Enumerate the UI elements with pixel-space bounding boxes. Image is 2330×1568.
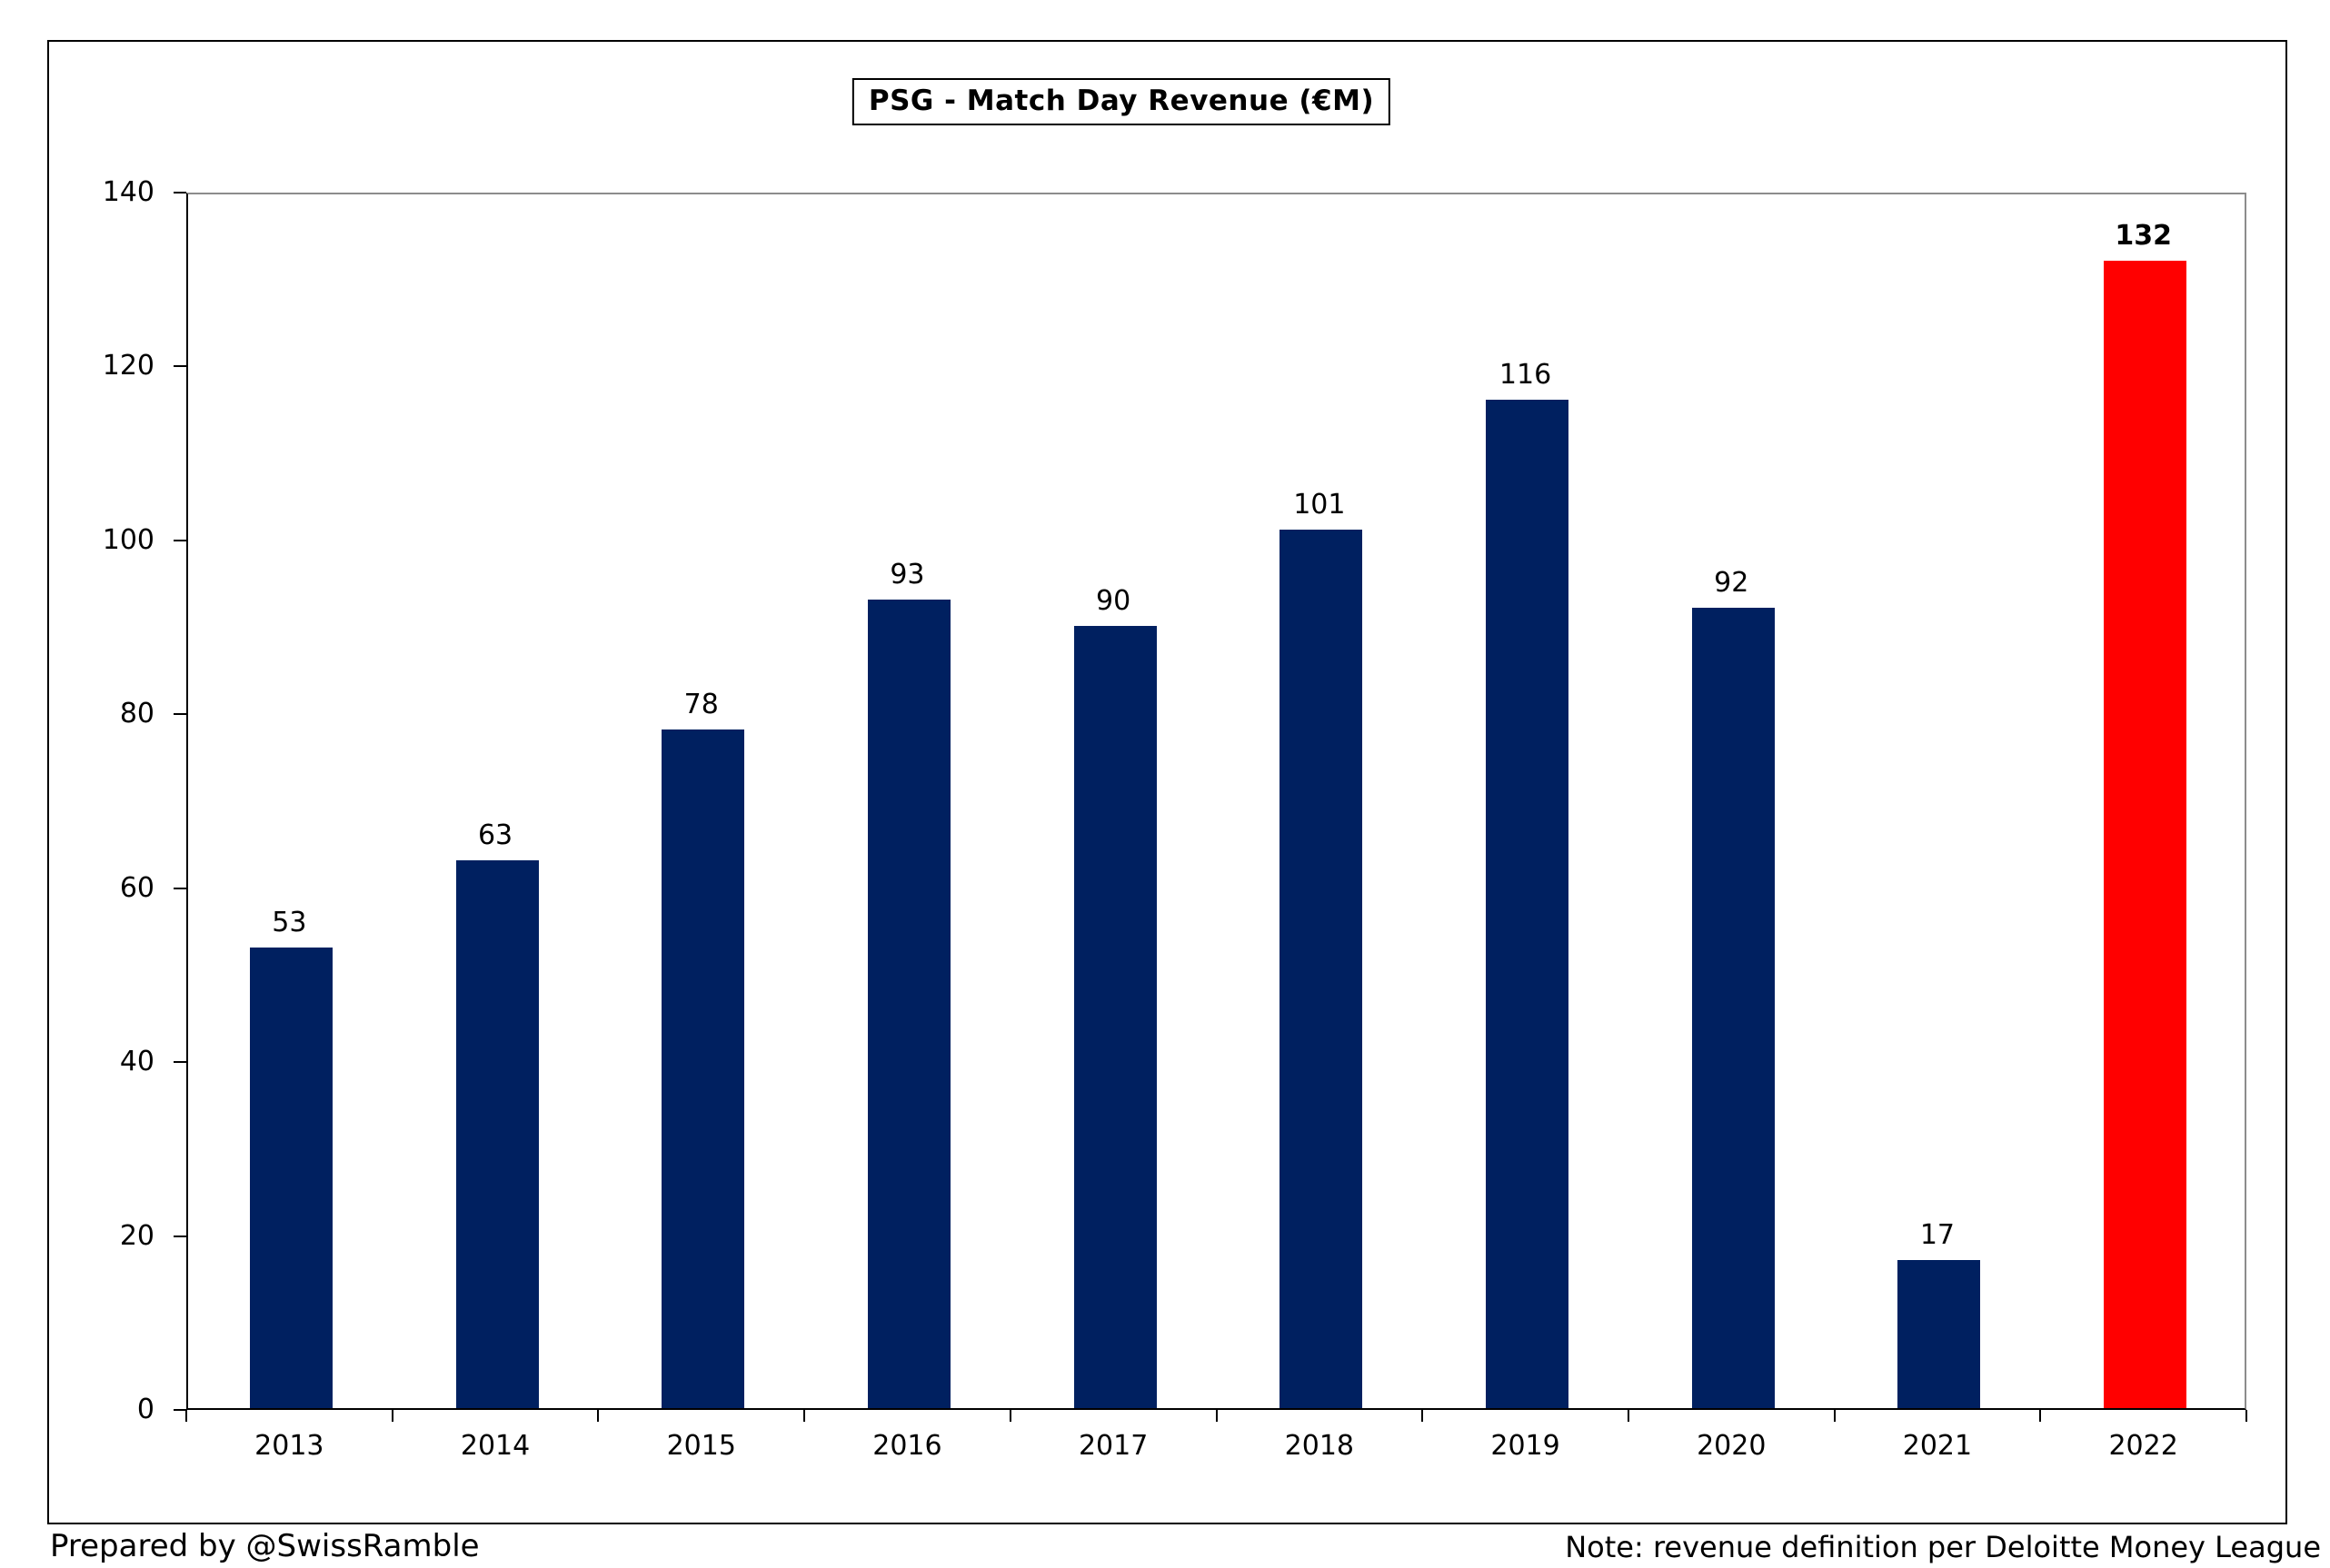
x-tick-mark [185,1410,187,1422]
bar-2019 [1486,400,1568,1408]
y-tick-mark [174,365,186,368]
y-tick-mark [174,1061,186,1064]
bar-value-label: 116 [1499,359,1552,391]
x-tick-mark [391,1410,393,1422]
x-tick-mark [1009,1410,1011,1422]
y-tick-mark [174,1409,186,1411]
x-tick-mark [2245,1410,2247,1422]
x-tick-mark [1421,1410,1424,1422]
x-category-label: 2019 [1490,1430,1560,1462]
bar-2016 [868,600,951,1408]
x-category-label: 2018 [1284,1430,1355,1462]
bar-value-label: 132 [2115,220,2172,252]
y-tick-label: 120 [102,350,154,382]
chart-title: PSG - Match Day Revenue (€M) [868,84,1375,117]
x-category-label: 2017 [1078,1430,1149,1462]
x-category-label: 2016 [872,1430,942,1462]
chart-title-box: PSG - Match Day Revenue (€M) [851,78,1391,125]
x-tick-mark [1215,1410,1218,1422]
bar-2021 [1897,1260,1980,1408]
bar-value-label: 63 [477,819,513,851]
y-tick-mark [174,192,186,194]
bar-2020 [1692,608,1775,1408]
y-tick-label: 60 [119,871,154,904]
y-tick-mark [174,887,186,889]
bar-2014 [456,860,539,1408]
y-tick-label: 40 [119,1046,154,1078]
x-tick-mark [1627,1410,1629,1422]
plot-area [186,193,2246,1410]
x-category-label: 2021 [1902,1430,1973,1462]
y-tick-mark [174,1235,186,1237]
bar-2013 [250,948,333,1408]
y-tick-label: 80 [119,698,154,730]
bar-2015 [662,729,744,1408]
x-category-label: 2015 [666,1430,736,1462]
bar-2022 [2104,261,2186,1408]
x-category-label: 2020 [1697,1430,1767,1462]
y-tick-mark [174,539,186,541]
bar-value-label: 17 [1919,1219,1956,1251]
bar-value-label: 92 [1714,567,1749,599]
x-category-label: 2013 [254,1430,324,1462]
bar-value-label: 90 [1096,585,1131,617]
bar-value-label: 53 [272,907,307,938]
x-tick-mark [803,1410,806,1422]
footer-note: Note: revenue definition per Deloitte Mo… [1565,1530,2321,1564]
bar-2018 [1280,530,1362,1408]
bar-2017 [1074,626,1157,1408]
footer-credit: Prepared by @SwissRamble [50,1528,480,1564]
x-tick-mark [2039,1410,2042,1422]
x-tick-mark [1833,1410,1836,1422]
bar-value-label: 93 [890,559,925,590]
bar-value-label: 101 [1293,489,1346,521]
y-tick-label: 0 [136,1394,154,1425]
bar-value-label: 78 [683,689,719,720]
x-category-label: 2014 [460,1430,531,1462]
x-tick-mark [597,1410,600,1422]
y-tick-label: 100 [102,523,154,556]
y-tick-mark [174,713,186,716]
x-category-label: 2022 [2108,1430,2178,1462]
y-tick-label: 140 [102,176,154,208]
y-tick-label: 20 [119,1219,154,1252]
